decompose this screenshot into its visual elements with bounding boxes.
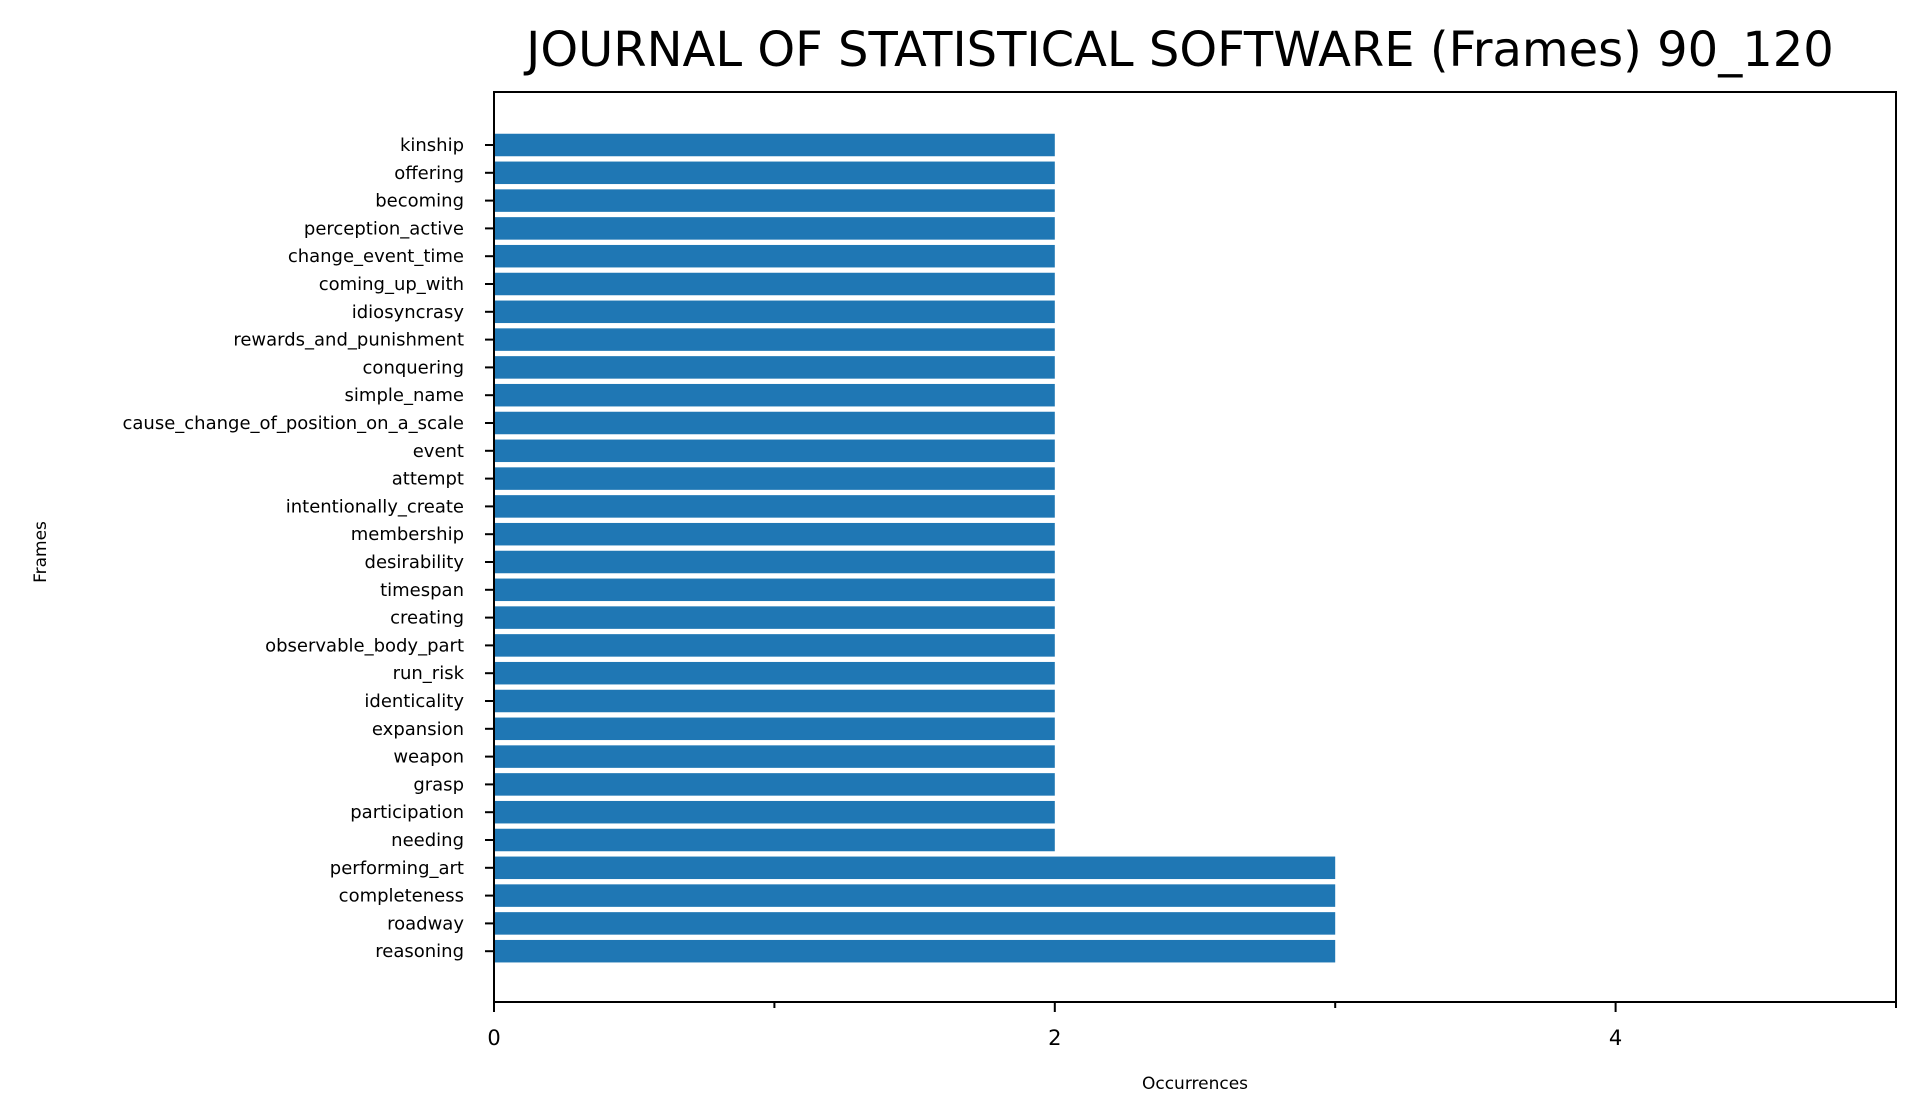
y-tick-label: simple_name xyxy=(345,385,464,406)
bar-event xyxy=(494,439,1055,463)
bar-needing xyxy=(494,828,1055,852)
chart-title: JOURNAL OF STATISTICAL SOFTWARE (Frames)… xyxy=(523,22,1834,78)
bar-grasp xyxy=(494,773,1055,796)
y-tick-label: completeness xyxy=(339,886,464,907)
bar-becoming xyxy=(494,189,1055,212)
y-tick-label: run_risk xyxy=(393,663,465,684)
y-tick-label: expansion xyxy=(372,719,464,740)
bar-change-event-time xyxy=(494,244,1055,268)
y-tick-label: perception_active xyxy=(304,218,464,239)
y-tick-label: reasoning xyxy=(375,941,464,962)
bar-intentionally-create xyxy=(494,495,1055,518)
y-tick-label: cause_change_of_position_on_a_scale xyxy=(122,413,464,434)
x-tick-label: 0 xyxy=(487,1026,500,1050)
bar-rewards-and-punishment xyxy=(494,328,1055,351)
x-tick-label: 4 xyxy=(1609,1026,1622,1050)
bar-creating xyxy=(494,606,1055,629)
y-tick-label: membership xyxy=(351,524,464,545)
y-tick-label: roadway xyxy=(387,913,464,934)
bar-expansion xyxy=(494,717,1055,741)
y-tick-label: grasp xyxy=(413,774,464,795)
y-tick-label: intentionally_create xyxy=(286,496,464,517)
y-tick-label: becoming xyxy=(375,191,464,212)
bar-coming-up-with xyxy=(494,272,1055,296)
bar-desirability xyxy=(494,550,1055,574)
y-tick-label: change_event_time xyxy=(288,246,464,267)
y-tick-label: rewards_and_punishment xyxy=(233,330,464,351)
bar-membership xyxy=(494,522,1055,546)
y-tick-label: observable_body_part xyxy=(265,635,464,656)
bar-weapon xyxy=(494,745,1055,768)
bar-offering xyxy=(494,161,1055,185)
bar-reasoning xyxy=(494,939,1336,963)
y-tick-label: idiosyncrasy xyxy=(352,302,465,323)
bar-performing-art xyxy=(494,856,1336,880)
y-tick-label: coming_up_with xyxy=(319,274,464,295)
y-tick-label: conquering xyxy=(363,357,464,378)
bar-roadway xyxy=(494,912,1336,935)
bar-participation xyxy=(494,800,1055,824)
y-tick-label: kinship xyxy=(400,135,464,156)
bar-conquering xyxy=(494,356,1055,379)
y-tick-label: performing_art xyxy=(330,858,464,879)
bar-attempt xyxy=(494,467,1055,490)
bar-idiosyncrasy xyxy=(494,300,1055,324)
bar-cause-change-of-position-on-a-scale xyxy=(494,411,1055,435)
y-tick-label: needing xyxy=(391,830,464,851)
y-tick-label: participation xyxy=(350,802,464,823)
bar-simple-name xyxy=(494,383,1055,407)
y-ticks-group: kinship offering becoming perception_active… xyxy=(122,135,494,962)
bar-completeness xyxy=(494,884,1336,907)
y-tick-label: offering xyxy=(394,163,464,184)
bar-perception-active xyxy=(494,217,1055,240)
bar-kinship xyxy=(494,133,1055,157)
y-tick-label: attempt xyxy=(392,469,464,490)
bar-timespan xyxy=(494,578,1055,602)
x-ticks-group: 0 2 4 xyxy=(487,1002,1897,1050)
bar-identicality xyxy=(494,689,1055,713)
y-tick-label: weapon xyxy=(393,747,464,768)
bars-group xyxy=(494,133,1336,963)
bar-observable-body-part xyxy=(494,634,1055,657)
y-tick-label: identicality xyxy=(364,691,464,712)
y-tick-label: desirability xyxy=(365,552,465,573)
y-tick-label: timespan xyxy=(380,580,464,601)
x-axis-label: Occurrences xyxy=(1142,1074,1248,1094)
bar-run-risk xyxy=(494,661,1055,685)
y-tick-label: creating xyxy=(390,608,464,629)
y-tick-label: event xyxy=(413,441,464,462)
plot-frame xyxy=(493,91,1897,1003)
y-axis-label: Frames xyxy=(31,521,51,583)
x-tick-label: 2 xyxy=(1048,1026,1061,1050)
